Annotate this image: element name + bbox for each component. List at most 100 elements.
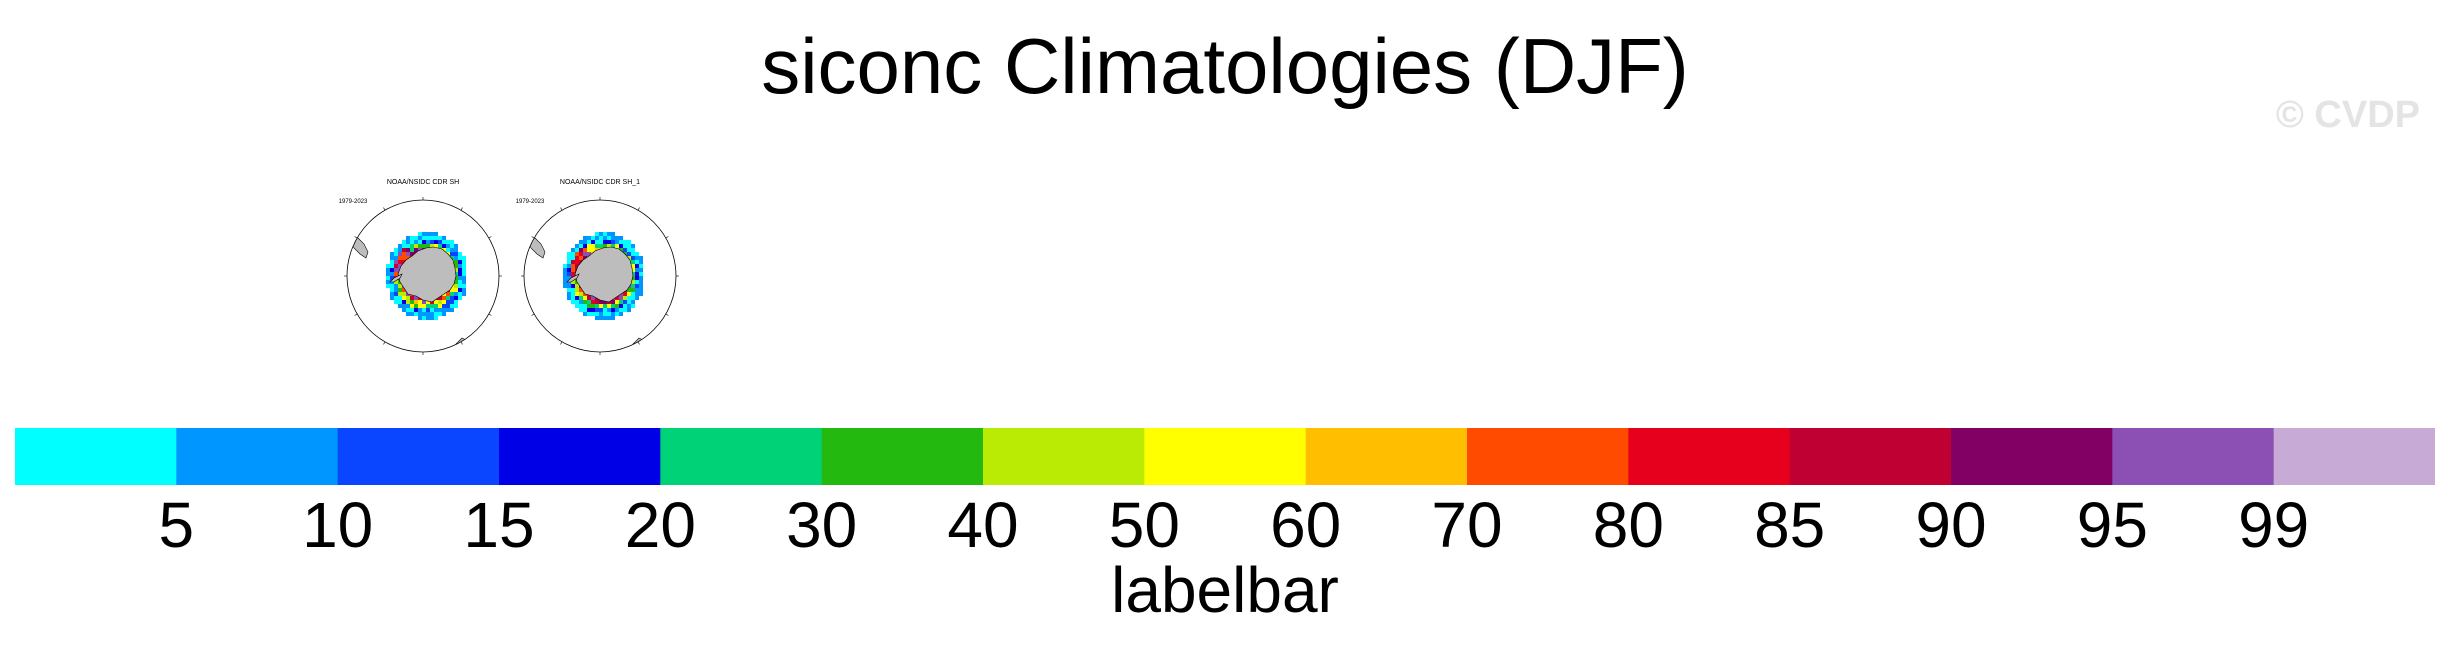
sea-ice-cell (595, 244, 599, 248)
sea-ice-cell (414, 240, 418, 244)
sea-ice-cell (442, 308, 446, 312)
sea-ice-cell (615, 312, 619, 316)
labelbar-svg (15, 428, 2435, 485)
map-panel-2: NOAA/NSIDC CDR SH_1 1979-2023 (515, 178, 685, 360)
sea-ice-cell (442, 300, 446, 304)
sea-ice-cell (587, 308, 591, 312)
sea-ice-cell (394, 256, 398, 260)
sea-ice-cell (422, 312, 426, 316)
sea-ice-cell (631, 296, 635, 300)
sea-ice-cell (394, 248, 398, 252)
sea-ice-cell (450, 300, 454, 304)
sea-ice-cell (571, 288, 575, 292)
sea-ice-cell (575, 304, 579, 308)
sea-ice-cell (394, 296, 398, 300)
sea-ice-cell (631, 244, 635, 248)
sea-ice-cell (402, 248, 406, 252)
sea-ice-cell (639, 280, 643, 284)
sea-ice-cell (386, 276, 390, 280)
sea-ice-cell (607, 232, 611, 236)
sea-ice-cell (611, 232, 615, 236)
sea-ice-cell (434, 232, 438, 236)
sea-ice-cell (450, 292, 454, 296)
sea-ice-cell (434, 304, 438, 308)
sea-ice-cell (615, 296, 619, 300)
sea-ice-cell (571, 252, 575, 256)
sea-ice-cell (398, 284, 402, 288)
sea-ice-cell (414, 300, 418, 304)
sea-ice-cell (579, 240, 583, 244)
sea-ice-cell (567, 284, 571, 288)
sea-ice-cell (623, 300, 627, 304)
sea-ice-cell (458, 296, 462, 300)
sea-ice-cell (639, 256, 643, 260)
sea-ice-cell (390, 252, 394, 256)
sea-ice-cell (462, 288, 466, 292)
labelbar-tick-label: 80 (1592, 489, 1664, 561)
sea-ice-cell (418, 240, 422, 244)
sea-ice-cell (611, 316, 615, 320)
sea-ice-cell (583, 244, 587, 248)
sea-ice-cell (454, 256, 458, 260)
sea-ice-cell (442, 312, 446, 316)
sea-ice-cell (571, 284, 575, 288)
sea-ice-cell (406, 296, 410, 300)
antarctica-landmass (574, 246, 634, 303)
sea-ice-cell (450, 244, 454, 248)
sea-ice-cell (434, 244, 438, 248)
sea-ice-cell (422, 300, 426, 304)
longitude-tick (488, 236, 492, 239)
sea-ice-cell (458, 260, 462, 264)
longitude-tick (460, 207, 463, 211)
sea-ice-cell (430, 240, 434, 244)
sea-ice-cell (386, 264, 390, 268)
labelbar-box (660, 428, 823, 485)
sea-ice-cell (406, 304, 410, 308)
sea-ice-cell (599, 308, 603, 312)
sea-ice-cell (611, 236, 615, 240)
sea-ice-cell (583, 240, 587, 244)
sea-ice-cell (434, 308, 438, 312)
sea-ice-cell (639, 260, 643, 264)
sea-ice-cell (611, 312, 615, 316)
sea-ice-cell (595, 240, 599, 244)
sea-ice-cell (442, 240, 446, 244)
sea-ice-cell (587, 300, 591, 304)
sea-ice-cell (575, 252, 579, 256)
sea-ice-cell (623, 244, 627, 248)
sea-ice-cell (567, 272, 571, 276)
sea-ice-cell (402, 240, 406, 244)
sea-ice-cell (563, 280, 567, 284)
sea-ice-cell (450, 288, 454, 292)
sea-ice-cell (394, 252, 398, 256)
sea-ice-cell (579, 256, 583, 260)
sea-ice-cell (599, 244, 603, 248)
sea-ice-cell (571, 256, 575, 260)
sea-ice-cell (587, 312, 591, 316)
sea-ice-cell (603, 232, 607, 236)
sea-ice-cell (426, 300, 430, 304)
sea-ice-cell (418, 300, 422, 304)
sea-ice-cell (434, 316, 438, 320)
sea-ice-cell (603, 304, 607, 308)
sea-ice-cell (583, 252, 587, 256)
sea-ice-cell (611, 300, 615, 304)
sea-ice-cell (442, 244, 446, 248)
sea-ice-cell (430, 236, 434, 240)
sea-ice-cell (611, 304, 615, 308)
sea-ice-cell (623, 296, 627, 300)
sea-ice-cell (402, 252, 406, 256)
sea-ice-cell (615, 304, 619, 308)
sea-ice-cell (599, 316, 603, 320)
sea-ice-cell (603, 240, 607, 244)
sea-ice-cell (434, 240, 438, 244)
sea-ice-cell (575, 288, 579, 292)
sea-ice-cell (446, 300, 450, 304)
sea-ice-cell (631, 292, 635, 296)
labelbar-box (2273, 428, 2435, 485)
sea-ice-cell (567, 292, 571, 296)
sea-ice-cell (627, 296, 631, 300)
sea-ice-cell (462, 256, 466, 260)
sea-ice-cell (579, 244, 583, 248)
sea-ice-cell (438, 296, 442, 300)
